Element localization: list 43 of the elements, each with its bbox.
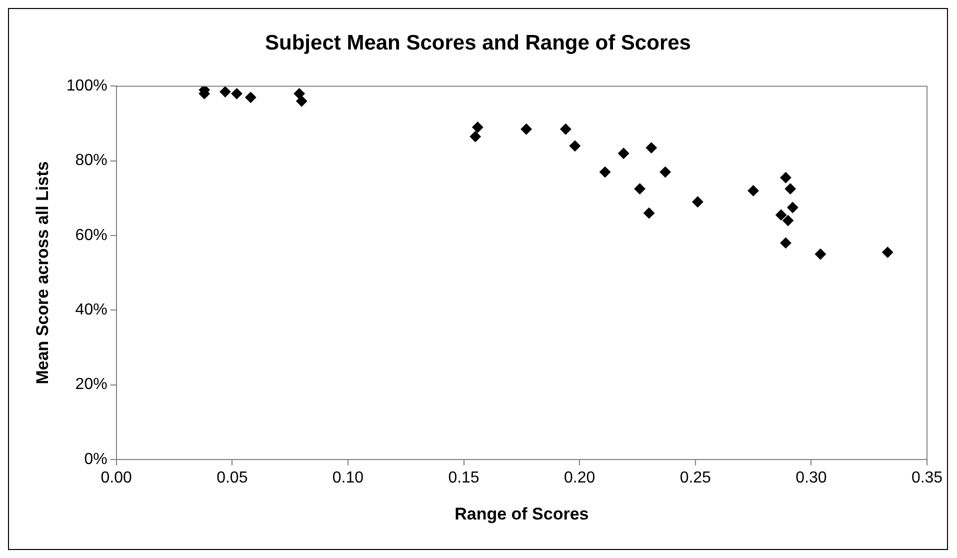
chart-title: Subject Mean Scores and Range of Scores (265, 31, 691, 54)
x-tick-label: 0.00 (100, 469, 132, 486)
point (646, 142, 657, 154)
y-tick-label: 100% (66, 78, 108, 95)
point (644, 208, 655, 219)
x-tick-label: 0.25 (680, 469, 712, 486)
point (784, 183, 796, 194)
point (231, 88, 242, 100)
point (660, 166, 671, 178)
x-tick-label: 0.10 (332, 469, 364, 486)
point (472, 122, 484, 133)
point (618, 148, 630, 159)
point (569, 140, 580, 152)
point (470, 131, 481, 142)
point (782, 215, 794, 226)
point (294, 88, 305, 100)
point (748, 185, 759, 196)
x-tick-label: 0.35 (911, 469, 943, 486)
point (780, 172, 792, 184)
x-tick-label: 0.05 (216, 469, 248, 486)
point (520, 124, 532, 135)
point (220, 86, 231, 98)
y-tick-label: 20% (75, 376, 108, 394)
point (600, 166, 611, 178)
y-tick-label: 0% (84, 450, 108, 468)
point (814, 248, 826, 260)
y-axis-title: Mean Score across all Lists (32, 161, 52, 384)
point (776, 209, 787, 220)
x-tick-label: 0.20 (564, 469, 596, 486)
x-tick-label: 0.15 (448, 469, 480, 486)
point (634, 183, 646, 194)
point (787, 202, 798, 213)
y-tick-label: 80% (75, 152, 108, 170)
point (692, 196, 704, 208)
point (560, 124, 572, 135)
y-tick-label: 40% (75, 302, 108, 319)
point (780, 237, 792, 248)
x-tick-label: 0.30 (796, 469, 827, 486)
y-tick-label: 60% (75, 226, 108, 244)
point (296, 96, 308, 107)
point (245, 92, 256, 103)
point (882, 246, 894, 258)
x-axis-title: Range of Scores (454, 504, 589, 524)
